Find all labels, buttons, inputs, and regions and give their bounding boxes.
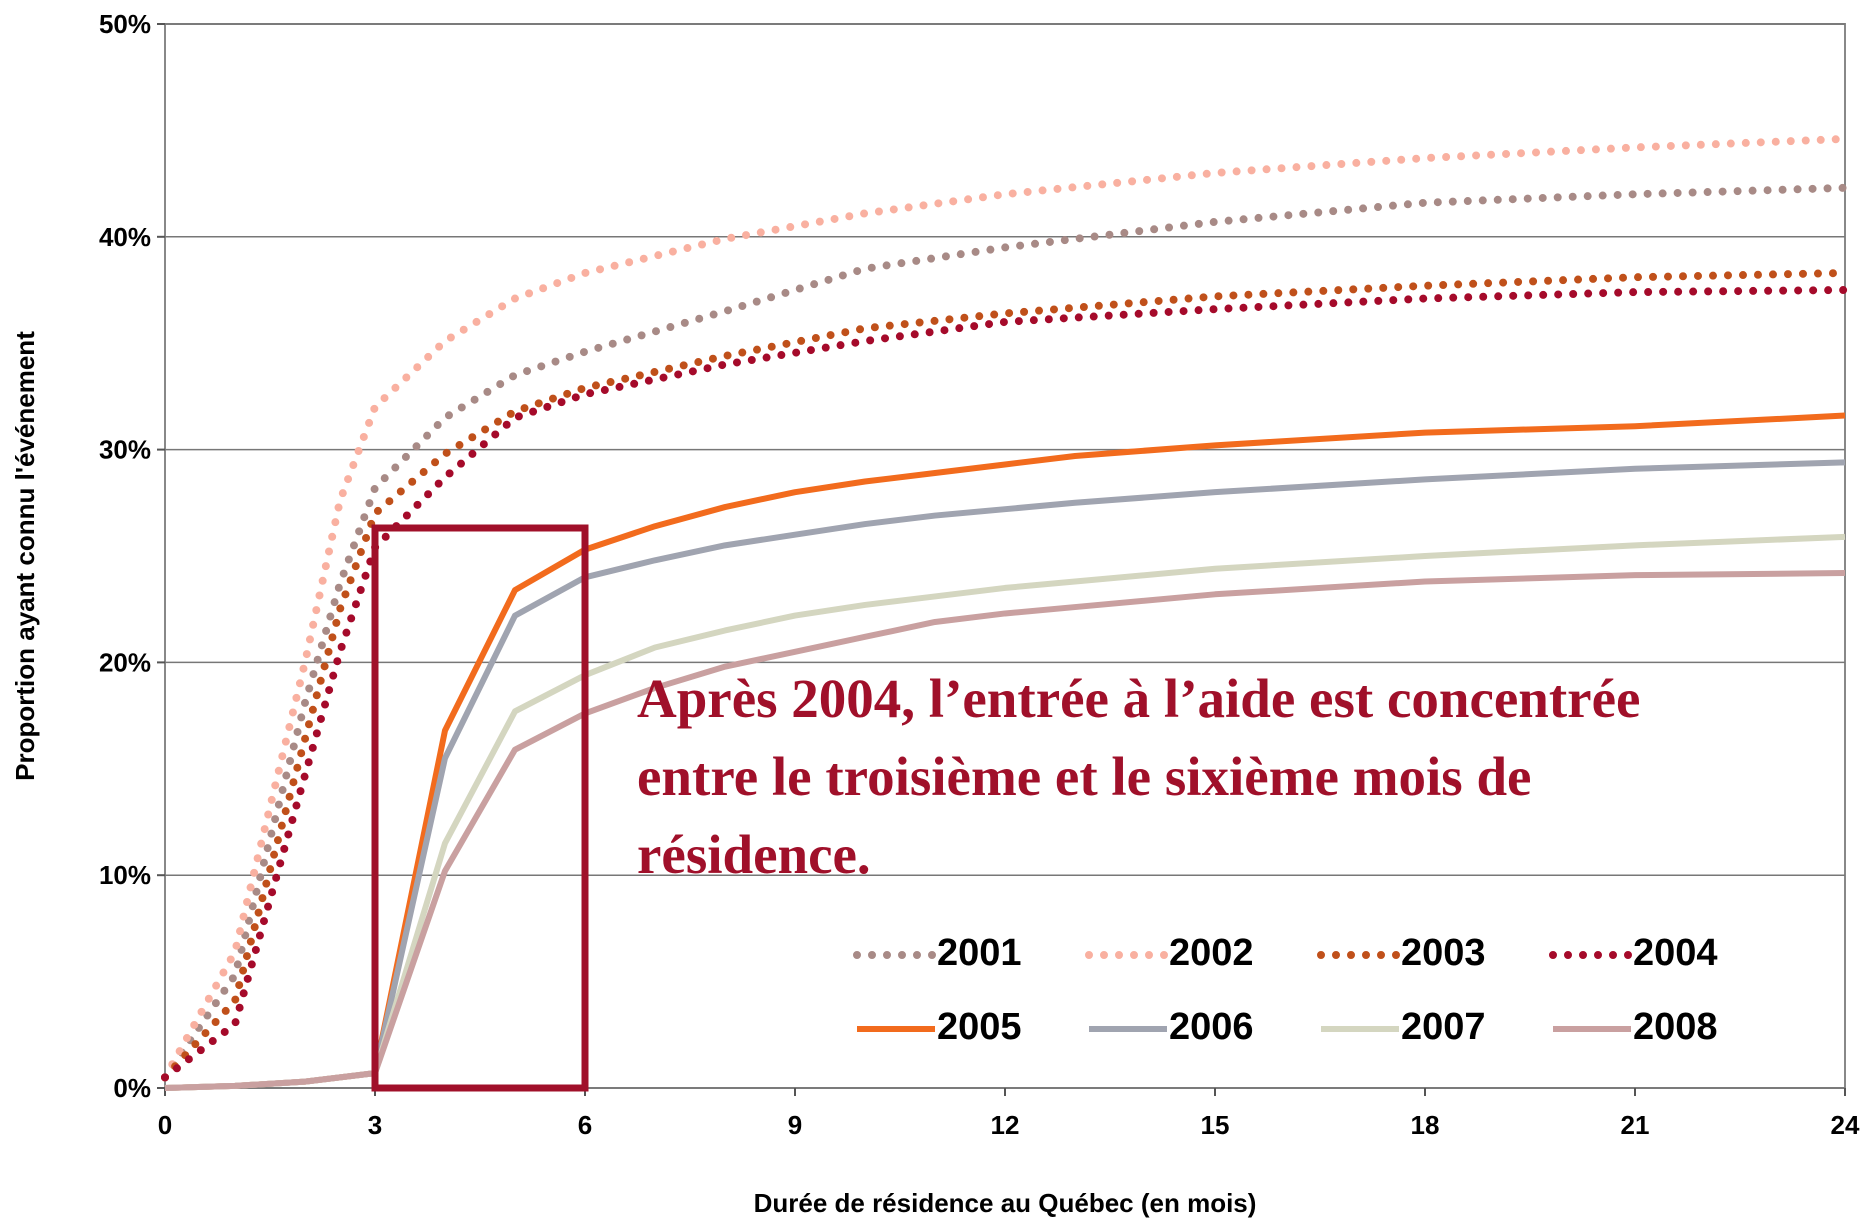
- series-line: [161, 286, 1849, 1082]
- annotation: résidence.: [637, 824, 871, 885]
- x-tick-label: 6: [578, 1110, 592, 1140]
- legend-label: 2006: [1169, 1006, 1254, 1048]
- series-line: [161, 268, 1849, 1082]
- x-axis-title: Durée de résidence au Québec (en mois): [754, 1188, 1257, 1218]
- legend-label: 2003: [1401, 932, 1486, 974]
- x-tick-label: 15: [1201, 1110, 1230, 1140]
- y-axis-title: Proportion ayant connu l'événement: [10, 331, 40, 781]
- series-line: [161, 183, 1849, 1082]
- y-tick-label: 20%: [99, 647, 151, 677]
- annotation: entre le troisième et le sixième mois de: [637, 746, 1531, 807]
- x-tick-label: 21: [1621, 1110, 1650, 1140]
- legend-label: 2001: [937, 932, 1022, 974]
- x-tick-label: 12: [991, 1110, 1020, 1140]
- y-tick-label: 0%: [113, 1073, 151, 1103]
- y-tick-label: 40%: [99, 222, 151, 252]
- y-tick-label: 30%: [99, 435, 151, 465]
- series-line: [164, 570, 1846, 1091]
- legend-label: 2007: [1401, 1006, 1486, 1048]
- x-tick-label: 18: [1411, 1110, 1440, 1140]
- legend-label: 2002: [1169, 932, 1254, 974]
- y-tick-label: 10%: [99, 860, 151, 890]
- legend-label: 2005: [937, 1006, 1022, 1048]
- annotation: Après 2004, l’entrée à l’aide est concen…: [637, 668, 1640, 729]
- legend-label: 2008: [1633, 1006, 1718, 1048]
- x-tick-label: 24: [1831, 1110, 1860, 1140]
- y-tick-label: 50%: [99, 9, 151, 39]
- x-tick-label: 9: [788, 1110, 802, 1140]
- x-tick-label: 0: [158, 1110, 172, 1140]
- legend-label: 2004: [1633, 932, 1718, 974]
- plot-area: 0% 10% 20% 30% 40% 50% 0 3 6 9 12 15 18 21 24: [99, 9, 1860, 1140]
- highlight-box: [371, 524, 589, 1092]
- series-line: [161, 134, 1849, 1082]
- x-tick-label: 3: [368, 1110, 382, 1140]
